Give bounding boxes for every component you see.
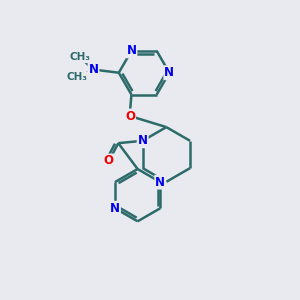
Text: O: O — [104, 154, 114, 167]
Text: CH₃: CH₃ — [70, 52, 91, 62]
Text: N: N — [138, 134, 148, 147]
Text: N: N — [164, 66, 174, 79]
Text: N: N — [110, 202, 120, 215]
Text: CH₃: CH₃ — [67, 72, 88, 82]
Text: N: N — [126, 44, 136, 57]
Text: N: N — [155, 176, 165, 189]
Text: N: N — [88, 63, 98, 76]
Text: O: O — [125, 110, 135, 122]
